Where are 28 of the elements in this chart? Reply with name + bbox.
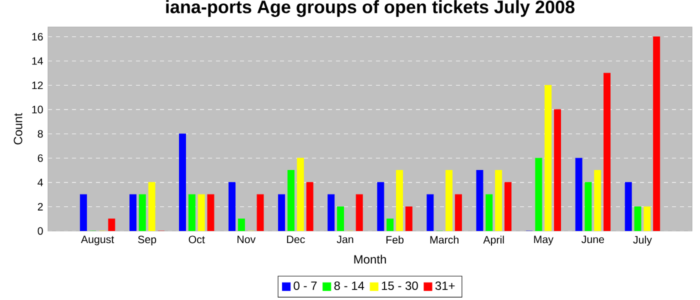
chart-title: iana-ports Age groups of open tickets July 2008 xyxy=(166,0,574,17)
y-tick-label: 10 xyxy=(32,106,43,114)
y-tick-label: 14 xyxy=(32,57,43,65)
x-tick-label: April xyxy=(483,236,504,246)
x-tick-label: Oct xyxy=(188,236,205,244)
x-tick-label: Dec xyxy=(287,236,305,244)
y-tick-label: 4 xyxy=(38,178,43,186)
x-tick-label: Sep xyxy=(138,236,156,246)
y-axis-title: Count xyxy=(14,113,22,144)
x-tick-label: Feb xyxy=(386,236,404,244)
x-tick-label: Jan xyxy=(336,236,354,244)
legend-label: 0 - 7 xyxy=(294,281,317,290)
x-tick-label: August xyxy=(80,236,114,246)
x-tick-label: Nov xyxy=(238,236,256,244)
x-tick-label: May xyxy=(534,236,554,246)
x-tick-label: June xyxy=(582,236,604,244)
legend-label: 8 - 14 xyxy=(334,281,364,290)
y-tick-label: 12 xyxy=(32,82,43,90)
x-tick-label: March xyxy=(430,236,458,244)
y-tick-label: 2 xyxy=(38,202,43,210)
legend-label: 31+ xyxy=(435,281,455,290)
x-axis-title: Month xyxy=(354,254,386,264)
y-tick-label: 8 xyxy=(38,130,43,138)
x-tick-label: July xyxy=(633,236,652,246)
legend-label: 15 - 30 xyxy=(382,281,418,290)
y-tick-label: 16 xyxy=(32,32,43,40)
y-tick-label: 6 xyxy=(38,154,43,162)
y-tick-label: 0 xyxy=(38,227,43,235)
